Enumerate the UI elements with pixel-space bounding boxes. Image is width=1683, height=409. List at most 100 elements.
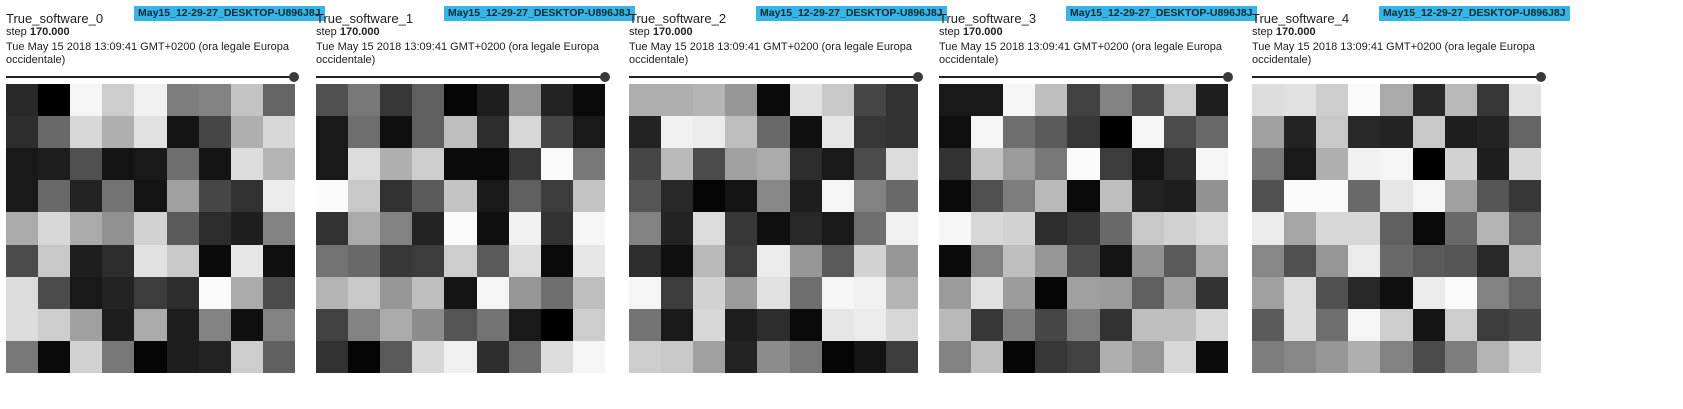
image-pixel (476, 84, 509, 117)
image-pixel (939, 148, 972, 181)
slider-thumb[interactable] (1536, 72, 1546, 82)
image-pixel (1252, 84, 1285, 117)
image-pixel (1067, 276, 1100, 309)
image-pixel (1508, 276, 1541, 309)
image-pixel (444, 84, 477, 117)
image-pixel (1348, 212, 1381, 245)
image-grid (316, 84, 605, 373)
image-pixel (853, 276, 886, 309)
image-pixel (348, 244, 381, 277)
image-pixel (1099, 148, 1132, 181)
image-pixel (134, 244, 167, 277)
step-slider[interactable] (939, 72, 1233, 82)
image-pixel (70, 308, 103, 341)
image-pixel (262, 212, 295, 245)
image-pixel (725, 276, 758, 309)
image-pixel (348, 340, 381, 373)
slider-track[interactable] (316, 76, 605, 78)
step-slider[interactable] (629, 72, 923, 82)
image-pixel (693, 212, 726, 245)
image-pixel (1316, 340, 1349, 373)
image-pixel (789, 308, 822, 341)
image-pixel (661, 116, 694, 149)
image-pixel (444, 180, 477, 213)
slider-track[interactable] (6, 76, 294, 78)
run-badge: May15_12-29-27_DESKTOP-U896J8J (756, 6, 947, 21)
slider-track[interactable] (1252, 76, 1541, 78)
image-pixel (1444, 84, 1477, 117)
image-pixel (316, 116, 349, 149)
step-slider[interactable] (6, 72, 299, 82)
slider-thumb[interactable] (289, 72, 299, 82)
image-pixel (1316, 84, 1349, 117)
slider-track[interactable] (939, 76, 1228, 78)
image-pixel (1195, 340, 1228, 373)
image-pixel (1163, 244, 1196, 277)
image-pixel (1195, 276, 1228, 309)
image-pixel (693, 84, 726, 117)
image-pixel (757, 116, 790, 149)
image-pixel (348, 308, 381, 341)
image-pixel (1284, 116, 1317, 149)
image-pixel (1131, 276, 1164, 309)
slider-thumb[interactable] (913, 72, 923, 82)
image-pixel (380, 212, 413, 245)
image-pixel (789, 148, 822, 181)
image-pixel (1476, 84, 1509, 117)
image-pixel (1508, 212, 1541, 245)
timestamp: Tue May 15 2018 13:09:41 GMT+0200 (ora l… (939, 41, 1223, 66)
image-pixel (380, 116, 413, 149)
image-pixel (1252, 276, 1285, 309)
image-pixel (1252, 244, 1285, 277)
image-pixel (572, 244, 605, 277)
image-pixel (198, 308, 231, 341)
image-pixel (540, 148, 573, 181)
image-pixel (572, 212, 605, 245)
image-pixel (1252, 180, 1285, 213)
image-pixel (412, 148, 445, 181)
image-pixel (971, 116, 1004, 149)
card-title: True_software_1 (316, 11, 414, 26)
image-pixel (1348, 116, 1381, 149)
image-pixel (629, 244, 662, 277)
image-pixel (661, 148, 694, 181)
image-pixel (380, 148, 413, 181)
image-pixel (629, 212, 662, 245)
step-value: 170.000 (652, 26, 693, 38)
image-pixel (38, 148, 71, 181)
image-pixel (6, 148, 39, 181)
image-pixel (70, 148, 103, 181)
image-pixel (316, 212, 349, 245)
image-pixel (380, 84, 413, 117)
image-pixel (1067, 148, 1100, 181)
slider-thumb[interactable] (600, 72, 610, 82)
image-pixel (102, 84, 135, 117)
image-pixel (102, 308, 135, 341)
image-pixel (38, 276, 71, 309)
image-pixel (757, 276, 790, 309)
image-pixel (316, 84, 349, 117)
image-pixel (1163, 180, 1196, 213)
image-pixel (1348, 84, 1381, 117)
image-pixel (198, 340, 231, 373)
image-pixel (1316, 180, 1349, 213)
image-pixel (1348, 180, 1381, 213)
slider-thumb[interactable] (1223, 72, 1233, 82)
image-pixel (1099, 308, 1132, 341)
step-label: step (316, 26, 337, 38)
run-badge: May15_12-29-27_DESKTOP-U896J8J (1066, 6, 1257, 21)
image-pixel (1380, 116, 1413, 149)
image-pixel (572, 308, 605, 341)
image-pixel (629, 116, 662, 149)
image-pixel (1131, 180, 1164, 213)
image-pixel (412, 276, 445, 309)
image-pixel (262, 308, 295, 341)
image-pixel (1412, 116, 1445, 149)
step-slider[interactable] (1252, 72, 1546, 82)
image-pixel (1444, 308, 1477, 341)
step-slider[interactable] (316, 72, 610, 82)
image-pixel (821, 340, 854, 373)
slider-track[interactable] (629, 76, 918, 78)
step-label: step (6, 26, 27, 38)
image-pixel (508, 308, 541, 341)
